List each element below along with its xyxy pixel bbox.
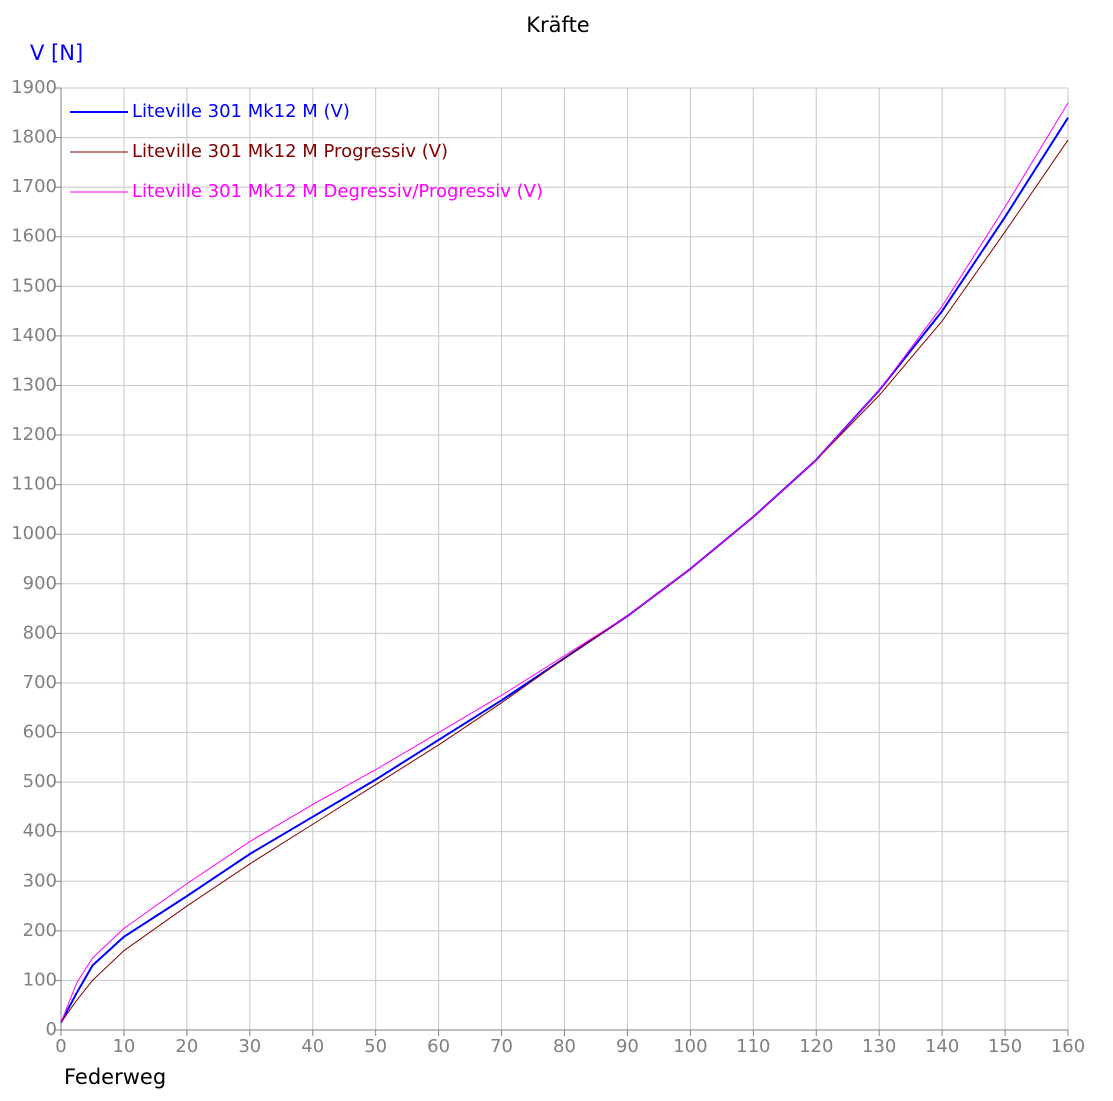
y-tick-label: 1700: [11, 176, 57, 197]
x-tick-label: 90: [616, 1036, 639, 1057]
x-tick-label: 150: [988, 1036, 1022, 1057]
x-tick-label: 140: [925, 1036, 959, 1057]
x-tick-label: 30: [238, 1036, 261, 1057]
y-tick-label: 1300: [11, 374, 57, 395]
y-tick-label: 1500: [11, 275, 57, 296]
x-tick-label: 60: [427, 1036, 450, 1057]
y-tick-label: 800: [23, 622, 57, 643]
legend-label: Liteville 301 Mk12 M Progressiv (V): [132, 141, 448, 162]
x-tick-label: 20: [175, 1036, 198, 1057]
y-tick-label: 400: [23, 821, 57, 842]
y-tick-label: 1100: [11, 474, 57, 495]
x-tick-label: 70: [490, 1036, 513, 1057]
chart-title: Kräfte: [526, 13, 589, 37]
x-tick-label: 50: [364, 1036, 387, 1057]
x-tick-label: 40: [301, 1036, 324, 1057]
y-tick-label: 0: [46, 1019, 57, 1040]
y-tick-label: 1600: [11, 226, 57, 247]
x-tick-label: 160: [1051, 1036, 1085, 1057]
x-tick-label: 80: [553, 1036, 576, 1057]
x-tick-label: 100: [673, 1036, 707, 1057]
y-tick-label: 200: [23, 920, 57, 941]
x-tick-label: 120: [799, 1036, 833, 1057]
x-tick-label: 110: [736, 1036, 770, 1057]
y-tick-label: 700: [23, 672, 57, 693]
y-tick-label: 300: [23, 870, 57, 891]
y-tick-label: 1200: [11, 424, 57, 445]
x-tick-label: 0: [55, 1036, 66, 1057]
x-tick-label: 130: [862, 1036, 896, 1057]
y-tick-label: 100: [23, 969, 57, 990]
y-tick-label: 1900: [11, 77, 57, 98]
x-axis-label: Federweg: [64, 1065, 166, 1089]
y-tick-label: 1400: [11, 325, 57, 346]
x-tick-label: 10: [112, 1036, 135, 1057]
series-line: [60, 102, 1069, 1023]
y-axis-label: V [N]: [30, 41, 83, 65]
legend-label: Liteville 301 Mk12 M (V): [132, 101, 350, 122]
series-line: [60, 139, 1069, 1023]
y-tick-label: 600: [23, 722, 57, 743]
y-tick-label: 900: [23, 573, 57, 594]
legend-label: Liteville 301 Mk12 M Degressiv/Progressi…: [132, 181, 543, 202]
y-tick-label: 1000: [11, 523, 57, 544]
y-tick-label: 500: [23, 771, 57, 792]
y-tick-label: 1800: [11, 127, 57, 148]
